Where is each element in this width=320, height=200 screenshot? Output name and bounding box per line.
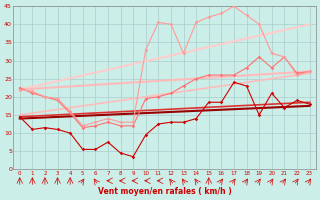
X-axis label: Vent moyen/en rafales ( km/h ): Vent moyen/en rafales ( km/h ) [98,187,231,196]
